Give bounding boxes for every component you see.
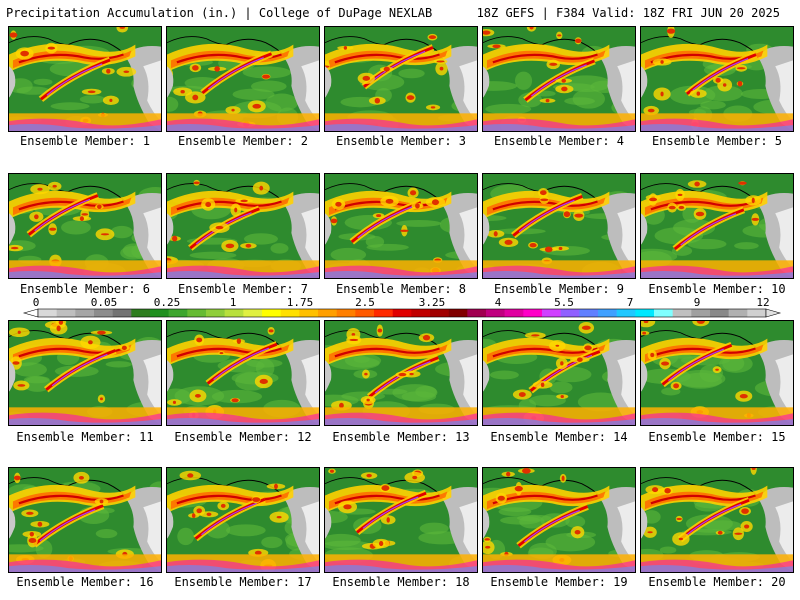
ensemble-panel-17	[166, 467, 320, 573]
ensemble-panel-12	[166, 320, 320, 426]
precip-colorbar	[22, 308, 782, 318]
ensemble-member-label: Ensemble Member: 11	[16, 430, 154, 444]
colorbar-swatch	[150, 309, 169, 317]
run-valid-time: 18Z GEFS | F384 Valid: 18Z FRI JUN 20 20…	[476, 6, 780, 20]
colorbar-tick-label: 2.5	[355, 296, 375, 309]
map-title: Precipitation Accumulation (in.) | Colle…	[6, 6, 433, 20]
ensemble-panel-6	[8, 173, 162, 279]
colorbar-swatch	[206, 309, 225, 317]
colorbar-swatch	[542, 309, 561, 317]
ensemble-member-label: Ensemble Member: 1	[19, 134, 151, 148]
ensemble-member-label: Ensemble Member: 14	[490, 430, 628, 444]
colorbar-swatch	[672, 309, 692, 317]
ensemble-member-label: Ensemble Member: 2	[177, 134, 309, 148]
colorbar-tick-label: 1	[229, 296, 237, 309]
ensemble-panel-16	[8, 467, 162, 573]
ensemble-member-label: Ensemble Member: 12	[174, 430, 312, 444]
ensemble-panel-11	[8, 320, 162, 426]
ensemble-member-label: Ensemble Member: 13	[332, 430, 470, 444]
ensemble-panel-18	[324, 467, 478, 573]
colorbar-swatch	[168, 309, 188, 317]
ensemble-panel-15	[640, 320, 794, 426]
colorbar-swatch	[635, 309, 655, 317]
colorbar-swatch	[616, 309, 636, 317]
colorbar-swatch	[598, 309, 617, 317]
colorbar-swatch	[131, 309, 151, 317]
ensemble-member-label: Ensemble Member: 16	[16, 575, 154, 589]
colorbar-swatch	[94, 309, 113, 317]
colorbar-tick-label: 12	[756, 296, 770, 309]
colorbar-swatch	[560, 309, 580, 317]
ensemble-panel-9	[482, 173, 636, 279]
colorbar-swatch	[448, 309, 468, 317]
colorbar-swatch	[691, 309, 711, 317]
colorbar-tick-label: 3.25	[418, 296, 446, 309]
colorbar-swatch	[467, 309, 487, 317]
colorbar-swatch	[56, 309, 76, 317]
colorbar-swatch	[728, 309, 748, 317]
colorbar-swatch	[38, 309, 57, 317]
ensemble-member-label: Ensemble Member: 19	[490, 575, 628, 589]
colorbar-swatch	[112, 309, 132, 317]
colorbar-swatch	[523, 309, 543, 317]
colorbar-swatch	[75, 309, 95, 317]
ensemble-panel-5	[640, 26, 794, 132]
colorbar-swatch	[710, 309, 729, 317]
ensemble-member-label: Ensemble Member: 15	[648, 430, 786, 444]
colorbar-swatch	[579, 309, 599, 317]
ensemble-member-label: Ensemble Member: 3	[335, 134, 467, 148]
colorbar-tick-label: 4	[494, 296, 502, 309]
ensemble-member-label: Ensemble Member: 5	[651, 134, 783, 148]
colorbar-tick-label: 0.05	[90, 296, 118, 309]
ensemble-member-label: Ensemble Member: 9	[493, 282, 625, 296]
colorbar-swatch	[224, 309, 244, 317]
colorbar-swatch	[504, 309, 524, 317]
colorbar-tick-label: 0.25	[153, 296, 181, 309]
ensemble-panel-1	[8, 26, 162, 132]
colorbar-swatch	[336, 309, 356, 317]
ensemble-panel-4	[482, 26, 636, 132]
colorbar-swatch	[318, 309, 337, 317]
colorbar-tick-label: 5.5	[554, 296, 574, 309]
ensemble-panel-13	[324, 320, 478, 426]
ensemble-panel-14	[482, 320, 636, 426]
ensemble-panel-3	[324, 26, 478, 132]
colorbar-swatch	[187, 309, 207, 317]
colorbar-swatch	[355, 309, 375, 317]
ensemble-panel-2	[166, 26, 320, 132]
colorbar-swatch	[747, 309, 767, 317]
ensemble-member-label: Ensemble Member: 20	[648, 575, 786, 589]
ensemble-member-label: Ensemble Member: 6	[19, 282, 151, 296]
colorbar-tick-label: 9	[693, 296, 701, 309]
colorbar-swatch	[654, 309, 673, 317]
colorbar-swatch	[486, 309, 505, 317]
colorbar-swatch	[374, 309, 393, 317]
ensemble-member-label: Ensemble Member: 8	[335, 282, 467, 296]
ensemble-member-label: Ensemble Member: 18	[332, 575, 470, 589]
ensemble-member-label: Ensemble Member: 17	[174, 575, 312, 589]
colorbar-tick-label: 0	[32, 296, 40, 309]
colorbar-swatch	[411, 309, 431, 317]
colorbar-swatch	[392, 309, 412, 317]
colorbar-swatch	[262, 309, 281, 317]
colorbar-swatch	[280, 309, 300, 317]
ensemble-member-label: Ensemble Member: 4	[493, 134, 625, 148]
colorbar-swatch	[430, 309, 449, 317]
ensemble-panel-8	[324, 173, 478, 279]
colorbar-swatch	[299, 309, 319, 317]
ensemble-member-label: Ensemble Member: 10	[648, 282, 786, 296]
colorbar-swatch	[243, 309, 263, 317]
ensemble-member-label: Ensemble Member: 7	[177, 282, 309, 296]
ensemble-panel-20	[640, 467, 794, 573]
ensemble-panel-19	[482, 467, 636, 573]
colorbar-tick-label: 7	[626, 296, 634, 309]
ensemble-panel-10	[640, 173, 794, 279]
colorbar-tick-label: 1.75	[286, 296, 314, 309]
ensemble-panel-7	[166, 173, 320, 279]
